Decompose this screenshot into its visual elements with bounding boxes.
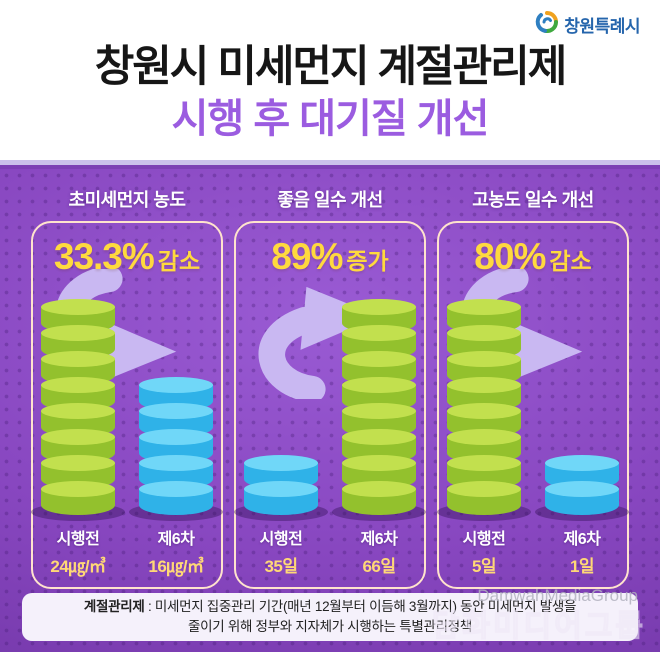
city-logo-text: 창원특례시 (564, 17, 640, 36)
sub-title: 시행 후 대기질 개선 (171, 97, 490, 141)
coin (41, 299, 115, 333)
coin (447, 481, 521, 515)
stat-suffix: 증가 (346, 248, 389, 274)
bar-label: 제6차 (563, 531, 601, 548)
panel-card: 80% 감소 시행전 5일 제6차 1일 (437, 221, 629, 589)
bar-after: 제6차 1일 (539, 455, 625, 577)
panel-title: 고농도 일수 개선 (472, 190, 594, 210)
panel-card: 89% 증가 시행전 35일 제6차 66일 (234, 221, 426, 589)
bar-before: 시행전 5일 (441, 299, 527, 577)
footnote-line1: 계절관리제 : 미세먼지 집중관리 기간(매년 12월부터 이듬해 3월까지) … (22, 597, 638, 617)
bars: 시행전 24㎍/㎥ 제6차 16㎍/㎥ (33, 299, 221, 577)
bar-label: 시행전 (259, 531, 303, 548)
panel-good-days: 좋음 일수 개선 89% 증가 시행전 35일 (234, 168, 426, 589)
bar-value: 16㎍/㎥ (148, 557, 204, 576)
coin-stack (447, 299, 521, 515)
coin (545, 481, 619, 515)
divider-strip (0, 160, 660, 165)
bar-label: 시행전 (462, 531, 506, 548)
coin-stack (139, 377, 213, 515)
coin (41, 481, 115, 515)
curved-arrow-icon (258, 286, 380, 399)
footnote-term: 계절관리제 (83, 598, 145, 614)
stat-value: 80% (474, 236, 546, 277)
city-logo: 창원특례시 (535, 10, 640, 39)
divider-strip-dark (0, 165, 660, 169)
bar-value: 1일 (569, 557, 595, 576)
stat-text: 80% 감소 (439, 236, 627, 278)
bar-value: 35일 (264, 557, 298, 576)
coin (244, 481, 318, 515)
bar-after: 제6차 66일 (336, 299, 422, 577)
stat-value: 89% (271, 236, 343, 277)
panel-title: 좋음 일수 개선 (277, 190, 383, 210)
header: 창원특례시 창원시 미세먼지 계절관리제 시행 후 대기질 개선 (0, 0, 660, 160)
coin (447, 403, 521, 437)
bar-after: 제6차 16㎍/㎥ (133, 377, 219, 577)
footnote-line2: 줄이기 위해 정부와 지자체가 시행하는 특별관리정책 (188, 619, 472, 634)
panel-title: 초미세먼지 농도 (68, 190, 186, 210)
coin (447, 455, 521, 489)
bar-label: 시행전 (56, 531, 100, 548)
bars: 시행전 5일 제6차 1일 (439, 299, 627, 577)
watermark-ko: 담화미디어그룹 (431, 609, 646, 643)
bar-value: 24㎍/㎥ (50, 557, 106, 576)
stat-text: 89% 증가 (236, 236, 424, 278)
stat-suffix: 감소 (157, 248, 201, 274)
chart-section: 초미세먼지 농도 33.3% 감소 시행전 24㎍/㎥ (0, 160, 660, 652)
bar-value: 66일 (362, 557, 396, 576)
coin (139, 481, 213, 515)
bars: 시행전 35일 제6차 66일 (236, 299, 424, 577)
stat-value: 33.3% (53, 236, 155, 277)
stat-suffix: 감소 (549, 248, 592, 274)
stat-text: 33.3% 감소 (33, 236, 221, 278)
main-title: 창원시 미세먼지 계절관리제 (94, 43, 568, 91)
bar-value: 5일 (471, 557, 497, 576)
coin-stack (545, 455, 619, 515)
bar-before: 시행전 35일 (238, 455, 324, 577)
swirl-icon (535, 10, 559, 39)
bar-label: 제6차 (360, 531, 398, 548)
panel-pm-concentration: 초미세먼지 농도 33.3% 감소 시행전 24㎍/㎥ (31, 168, 223, 589)
footnote-line1-rest: : 미세먼지 집중관리 기간(매년 12월부터 이듬해 3월까지) 동안 미세먼… (144, 598, 577, 614)
panel-card: 33.3% 감소 시행전 24㎍/㎥ 제6차 16㎍/㎥ (31, 221, 223, 589)
coin-stack (244, 455, 318, 515)
coin (342, 481, 416, 515)
bar-label: 제6차 (157, 531, 195, 548)
coin-stack (41, 299, 115, 515)
bar-before: 시행전 24㎍/㎥ (35, 299, 121, 577)
panel-high-days: 고농도 일수 개선 80% 감소 시행전 5일 (437, 168, 629, 589)
footnote: 계절관리제 : 미세먼지 집중관리 기간(매년 12월부터 이듬해 3월까지) … (22, 593, 638, 641)
watermark-en: DamwahMediaGroup (477, 586, 638, 605)
coin-stack (342, 299, 416, 515)
